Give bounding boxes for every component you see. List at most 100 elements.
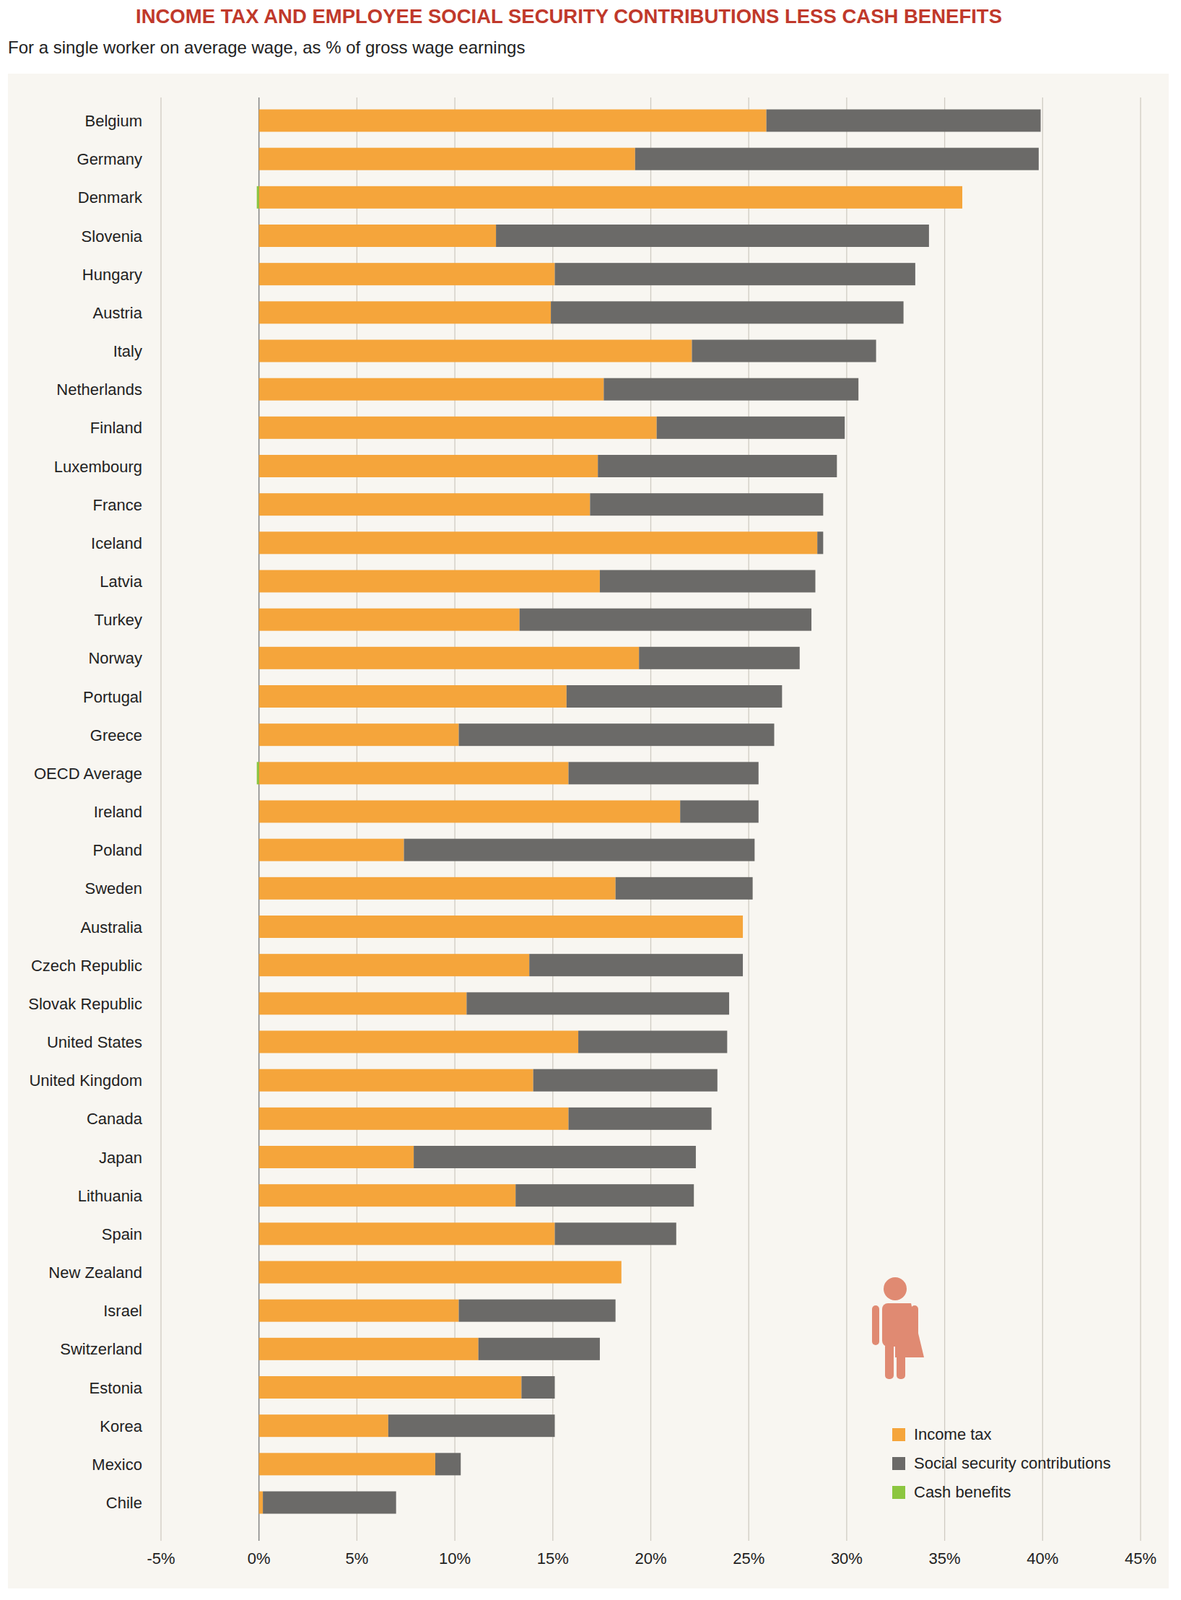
bar-segment <box>822 493 824 516</box>
category-label: Belgium <box>85 111 143 130</box>
legend-swatch <box>892 1485 906 1499</box>
bar-segment <box>1038 147 1039 171</box>
bar-segment <box>781 685 783 708</box>
bar-segment <box>844 416 846 439</box>
bar-segment <box>259 1299 460 1322</box>
tick-label: 10% <box>438 1549 471 1568</box>
category-label: Korea <box>99 1417 143 1436</box>
category-label: Ireland <box>93 802 143 821</box>
tick-label: 35% <box>929 1549 961 1568</box>
category-label: Estonia <box>89 1378 143 1397</box>
bar-segment <box>495 224 930 247</box>
bar-segment <box>742 915 744 938</box>
bar-segment <box>259 1414 389 1437</box>
bar-segment <box>259 531 818 554</box>
category-label: Slovenia <box>81 227 143 246</box>
bar-segment <box>757 800 759 823</box>
bar-segment <box>259 685 567 708</box>
bar-segment <box>478 1337 600 1361</box>
bar-segment <box>589 493 823 516</box>
bar-segment <box>259 301 551 324</box>
bar-segment <box>388 1414 556 1437</box>
tick-label: 0% <box>247 1549 271 1568</box>
bar-segment <box>259 186 963 209</box>
bar-segment <box>903 301 904 324</box>
category-label: Sweden <box>84 879 143 898</box>
category-label: Denmark <box>77 188 143 207</box>
bar-segment <box>568 761 759 784</box>
category-label: Germany <box>77 150 143 169</box>
category-label: Hungary <box>82 265 143 284</box>
bar-segment <box>550 301 904 324</box>
bar-segment <box>259 1375 522 1399</box>
bar-segment <box>811 608 813 631</box>
bar-segment <box>766 109 1041 133</box>
bar-segment <box>615 877 753 900</box>
bar-segment <box>680 800 759 823</box>
bar-segment <box>1040 109 1041 133</box>
bar-segment <box>529 953 743 976</box>
bar-segment <box>754 838 756 862</box>
bar-segment <box>404 838 756 862</box>
grid-line <box>1139 97 1141 1541</box>
tick-label: 25% <box>732 1549 765 1568</box>
bar-segment <box>259 1491 263 1514</box>
bar-segment <box>599 1337 600 1361</box>
category-label: New Zealand <box>48 1263 143 1282</box>
category-label: Israel <box>103 1301 143 1320</box>
bar-segment <box>691 340 876 363</box>
bar-segment <box>515 1183 694 1207</box>
bar-segment <box>256 186 260 209</box>
bar-segment <box>459 1299 616 1322</box>
bar-segment <box>836 454 838 478</box>
bar-segment <box>256 761 260 784</box>
bar-segment <box>603 378 859 401</box>
category-label: Norway <box>88 648 143 668</box>
bar-segment <box>259 262 556 286</box>
panel <box>7 73 1169 1589</box>
category-label: Italy <box>113 342 143 361</box>
bar-segment <box>620 1261 622 1284</box>
bar-segment <box>459 723 775 746</box>
bar-segment <box>817 531 823 554</box>
bar-segment <box>259 608 520 631</box>
tick-label: 20% <box>634 1549 667 1568</box>
bar-segment <box>799 646 800 670</box>
bar-segment <box>578 1030 727 1054</box>
grid <box>160 97 1141 1541</box>
bars <box>256 109 1041 1514</box>
category-label: Netherlands <box>56 380 143 399</box>
legend-swatch <box>892 1427 906 1441</box>
bar-segment <box>615 1299 616 1322</box>
bar-segment <box>554 1414 556 1437</box>
bar-segment <box>259 340 693 363</box>
category-label: United Kingdom <box>28 1071 143 1090</box>
bar-segment <box>962 186 963 209</box>
bar-segment <box>259 1452 436 1475</box>
bar-segment <box>752 877 753 900</box>
tick-label: -5% <box>146 1549 175 1568</box>
bar-segment <box>460 1452 462 1475</box>
category-label: Australia <box>80 918 143 937</box>
bar-segment <box>259 991 468 1015</box>
bar-segment <box>566 685 783 708</box>
bar-segment <box>259 1107 569 1130</box>
legend-label: Cash benefits <box>913 1482 1012 1501</box>
bar-segment <box>395 1491 397 1514</box>
category-label: Luxembourg <box>54 457 143 476</box>
category-label: Latvia <box>99 572 143 591</box>
bar-segment <box>259 416 657 439</box>
bar-segment <box>555 1222 677 1245</box>
bar-segment <box>519 608 812 631</box>
legend-label: Social security contributions <box>913 1453 1111 1472</box>
bar-segment <box>259 1222 556 1245</box>
bar-segment <box>413 1145 696 1169</box>
category-label: Slovak Republic <box>28 994 143 1013</box>
grid-line <box>944 97 945 1541</box>
bar-segment <box>597 454 837 478</box>
bar-segment <box>259 454 599 478</box>
tick-label: 5% <box>345 1549 369 1568</box>
bar-segment <box>259 915 743 938</box>
bar-segment <box>259 378 605 401</box>
category-label: Greece <box>90 726 143 745</box>
